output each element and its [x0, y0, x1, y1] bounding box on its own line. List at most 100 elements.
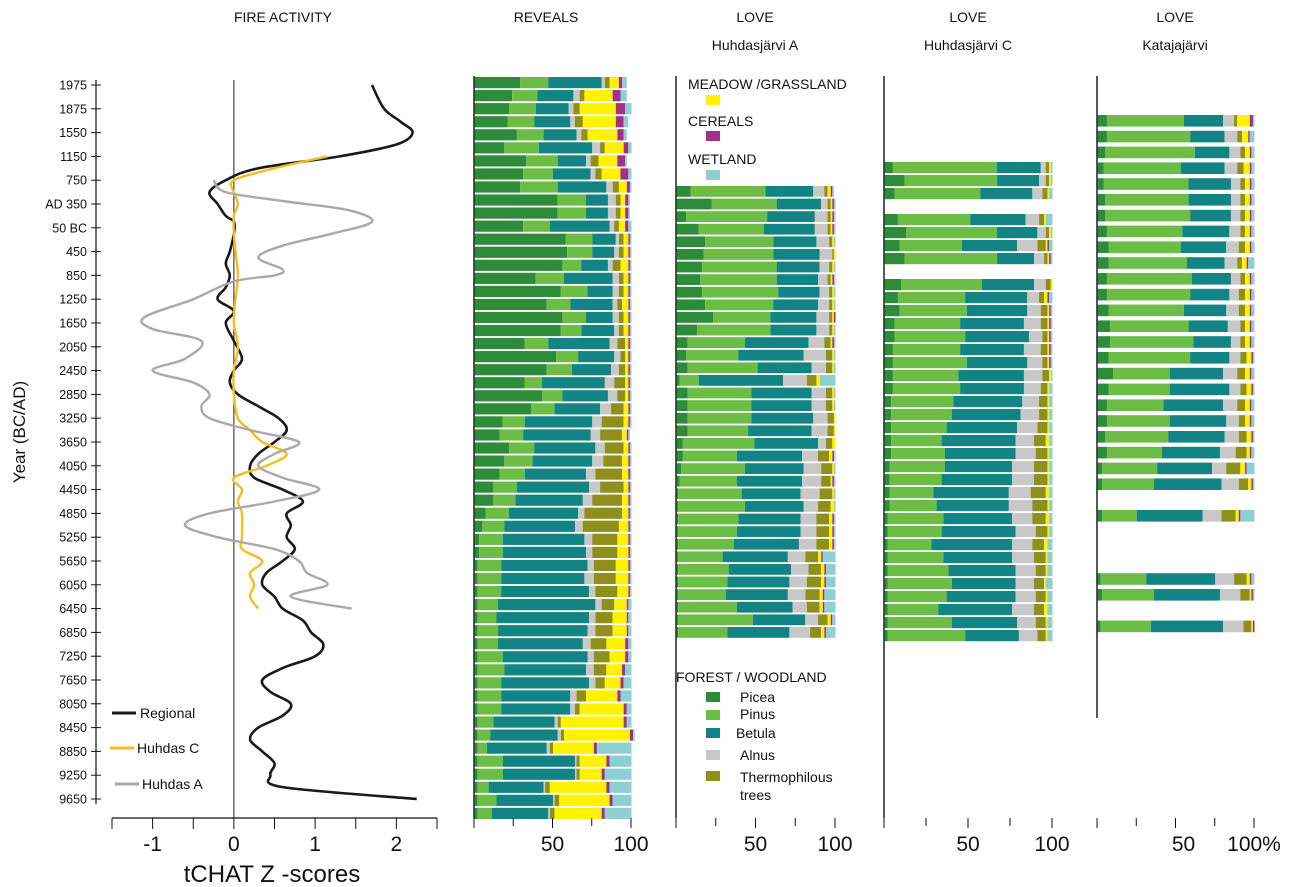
reveals-bar-segment [474, 781, 478, 793]
reveals-bar-segment [493, 481, 517, 493]
love-k-bar-segment [1229, 225, 1241, 238]
heading-fire-activity: FIRE ACTIVITY [234, 9, 333, 25]
love-c-bar-segment [965, 331, 1029, 343]
reveals-bar-segment [477, 677, 502, 689]
reveals-bar-segment [628, 207, 630, 219]
reveals-bar-segment [603, 455, 623, 467]
love-c-bar-segment [1025, 214, 1040, 226]
love-k-bar-segment [1097, 462, 1103, 475]
reveals-bar-segment [474, 755, 478, 767]
love-c-bar-segment [1034, 474, 1048, 486]
love-c-bar-segment [1047, 357, 1050, 369]
love-k-bar-segment [1180, 162, 1225, 174]
love-a-bar-segment [744, 501, 804, 512]
year-tick-label: 8050 [59, 697, 87, 711]
reveals-bar-segment [554, 794, 560, 806]
love-c-bar-segment [894, 188, 981, 200]
year-tick-label: 4050 [59, 459, 87, 473]
reveals-bar-segment [629, 403, 632, 415]
reveals-bar-segment [629, 364, 632, 376]
reveals-bar-segment [477, 638, 499, 650]
love-c-bar-segment [899, 305, 967, 317]
reveals-bar-segment [629, 390, 632, 402]
love-c-bar-segment [965, 292, 1028, 304]
love-a-bar-segment [676, 551, 679, 563]
reveals-bar-segment [611, 403, 624, 415]
love-a-bar-segment [757, 362, 812, 374]
year-tick-label: 7650 [59, 674, 87, 688]
love-c-bar-segment [1045, 227, 1050, 239]
love-a-bar-segment [818, 274, 828, 285]
love-c-bar-segment [892, 357, 967, 369]
love-c-bar-segment [1012, 552, 1035, 564]
year-tick-label: 9250 [59, 769, 87, 783]
love-k-bar-segment [1249, 178, 1252, 190]
love-k-bar-segment [1251, 431, 1253, 443]
love-c-bar-segment [884, 344, 893, 356]
love-a-bar-segment [811, 400, 826, 411]
love-a-bar-segment [676, 198, 712, 210]
love-c-bar-segment [1047, 539, 1053, 551]
reveals-bar-segment [553, 742, 594, 754]
reveals-bar-segment [585, 664, 594, 676]
love-c-bar-segment [1049, 240, 1053, 252]
reveals-bar-segment [554, 807, 602, 819]
love-a-bar-segment [832, 513, 834, 525]
love-k-bar-segment [1161, 446, 1220, 459]
reveals-bar-segment [626, 703, 632, 715]
reveals-bar-segment [628, 233, 630, 245]
reveals-bar-segment [625, 103, 632, 115]
reveals-bar-segment [563, 272, 613, 284]
reveals-bar-segment [601, 168, 621, 180]
love-k-bar-segment [1240, 510, 1255, 522]
reveals-bar-segment [622, 664, 626, 676]
love-c-bar-segment [887, 617, 952, 629]
love-a-bar-segment [806, 576, 822, 588]
reveals-bar-segment [474, 181, 521, 193]
love-a-bar-segment [676, 375, 680, 386]
reveals-bar-segment [629, 416, 632, 428]
love-a-bar-segment [751, 412, 814, 424]
love-a-bar-segment [814, 223, 828, 235]
love-a-bar-segment [687, 337, 745, 348]
love-a-bar-segment [832, 223, 834, 235]
love-c-bar-segment [884, 591, 888, 603]
love-k-bar-segment [1251, 446, 1255, 459]
legend-huhdas-c-label: Huhdas C [137, 740, 199, 756]
love-k-bar-segment [1251, 589, 1253, 601]
reveals-bar-segment [543, 129, 577, 141]
reveals-bar-segment [628, 364, 630, 376]
legend-huhdas-a-label: Huhdas A [142, 776, 203, 792]
love-k-bar-segment [1100, 620, 1151, 633]
love-c-bar-segment [1035, 591, 1046, 603]
love-a-bar-segment [806, 601, 820, 613]
love-k-bar-segment [1240, 209, 1246, 222]
love-c-bar-segment [1049, 357, 1051, 369]
love-a-bar-segment [832, 349, 834, 361]
love-k-bar-segment [1238, 415, 1246, 427]
love-k-bar-segment [1249, 146, 1252, 159]
reveals-bar-segment [543, 781, 546, 793]
reveals-bar-segment [629, 351, 632, 363]
reveals-bar-segment [617, 546, 629, 558]
love-c-bar-segment [1015, 591, 1036, 603]
reveals-bar-segment [509, 507, 579, 519]
reveals-bar-segment [578, 507, 585, 519]
reveals-bar-segment [557, 155, 586, 167]
huhdas-c-line [229, 155, 328, 610]
reveals-bar-segment [570, 298, 613, 311]
reveals-bar-segment [504, 455, 533, 467]
love-a-bar-segment [676, 614, 679, 626]
reveals-bar-segment [516, 129, 544, 141]
love-a-bar-segment [833, 412, 836, 424]
love-k-bar-segment [1249, 336, 1252, 348]
love-a-bar-segment [679, 475, 737, 487]
love-a-bar-segment [722, 551, 788, 563]
year-tick-label: 450 [66, 245, 87, 259]
love-k-bar-segment [1240, 589, 1250, 601]
reveals-bar-segment [629, 181, 632, 193]
reveals-bar-segment [620, 677, 624, 689]
love-c-bar-segment [884, 461, 890, 473]
love-a-bar-segment [825, 387, 833, 399]
love-a-bar-segment [833, 362, 836, 374]
